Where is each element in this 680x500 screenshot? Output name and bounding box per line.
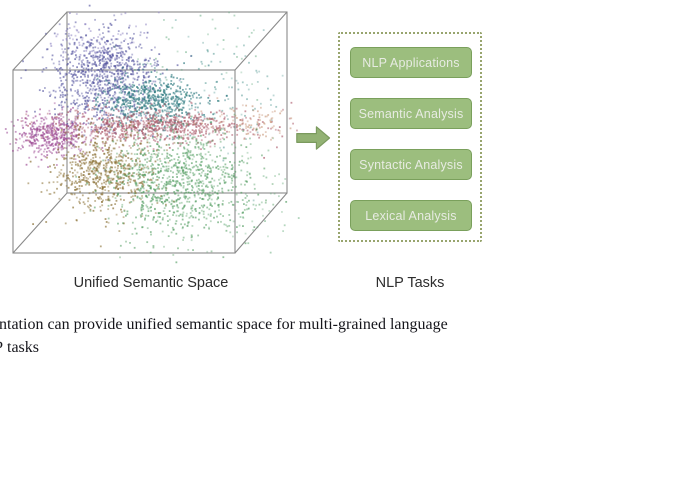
caption-line-1: ntation can provide unified semantic spa…: [0, 316, 448, 333]
caption-line-2: P tasks: [0, 336, 680, 359]
left-figure-label: Unified Semantic Space: [73, 275, 229, 291]
flow-arrow-icon: [296, 126, 331, 150]
task-box-syntactic-analysis: Syntactic Analysis: [350, 149, 472, 180]
task-box-nlp-applications: NLP Applications: [350, 47, 472, 78]
unified-semantic-space-cube: [0, 0, 300, 265]
figure-caption: ntation can provide unified semantic spa…: [0, 313, 680, 359]
task-box-semantic-analysis: Semantic Analysis: [350, 98, 472, 129]
caption-cutoff-glyph: P: [0, 336, 3, 359]
right-figure-label: NLP Tasks: [375, 275, 445, 291]
task-box-lexical-analysis: Lexical Analysis: [350, 200, 472, 231]
nlp-tasks-panel: NLP Applications Semantic Analysis Synta…: [338, 32, 482, 242]
caption-line-2-text: tasks: [7, 339, 39, 356]
